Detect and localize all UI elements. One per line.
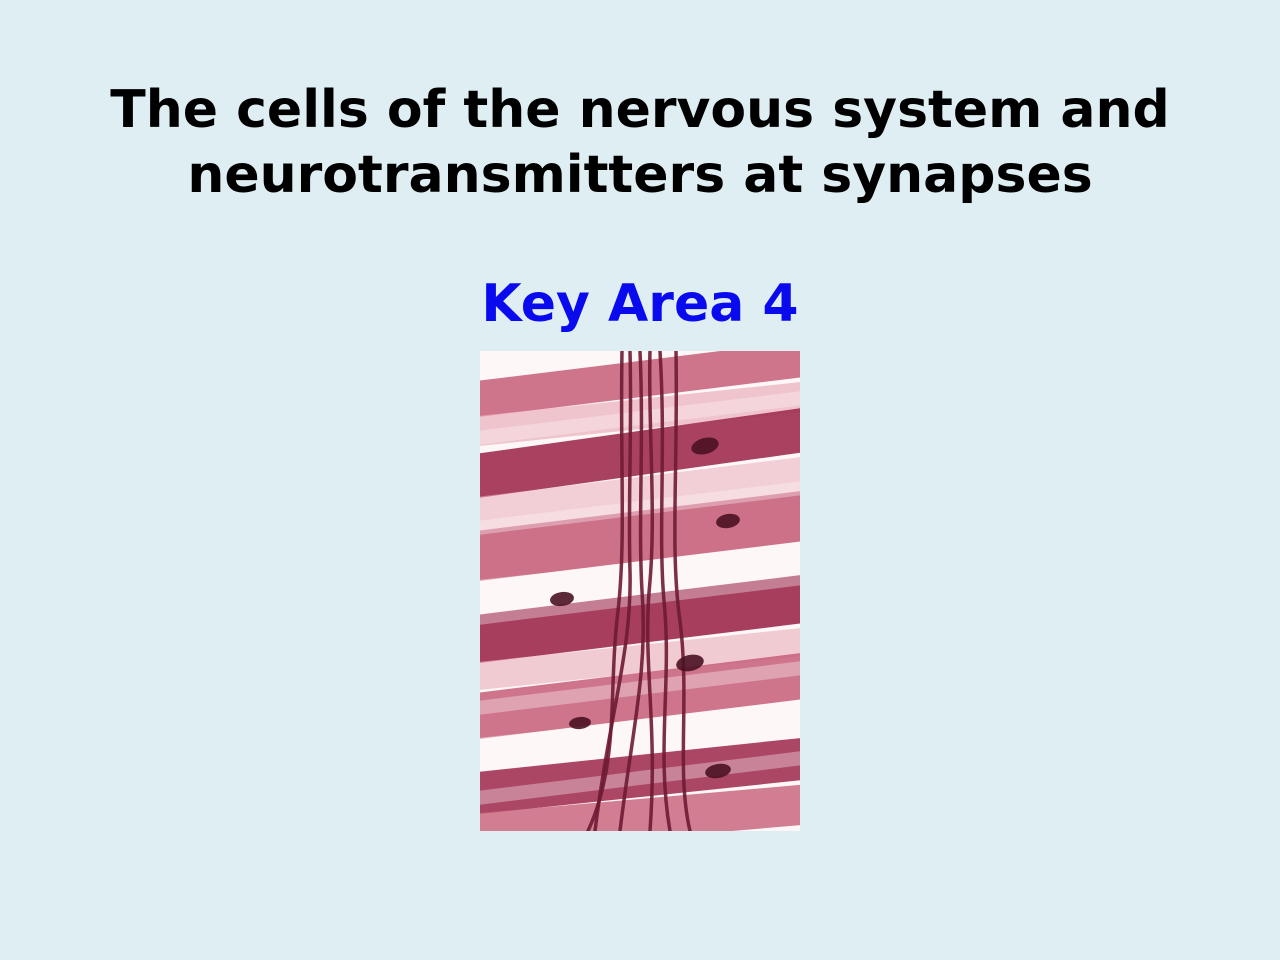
- micrograph-svg: [480, 351, 800, 831]
- slide-title: The cells of the nervous system and neur…: [0, 78, 1280, 208]
- micrograph-image: [480, 351, 800, 831]
- slide-subtitle: Key Area 4: [481, 276, 798, 333]
- slide: The cells of the nervous system and neur…: [0, 0, 1280, 960]
